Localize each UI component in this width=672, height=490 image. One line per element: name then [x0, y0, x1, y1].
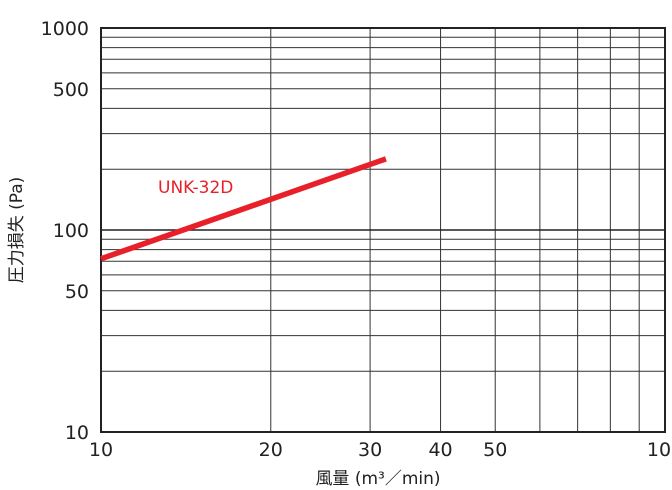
x-tick-label: 40 [428, 439, 452, 461]
y-tick-labels: 10 50 100 500 1000 [41, 18, 89, 444]
series-layer: UNK-32D [100, 156, 387, 262]
y-axis-title: 圧力損失 (Pa) [7, 177, 27, 284]
series-label: UNK-32D [158, 178, 233, 198]
y-tick-label: 50 [65, 281, 89, 303]
y-tick-label: 500 [53, 79, 89, 101]
y-tick-label: 1000 [41, 18, 89, 40]
plot-frame [100, 27, 666, 433]
x-axis-title: 風量 (m³／min) [315, 469, 440, 489]
series-line [100, 156, 387, 262]
x-tick-label: 50 [483, 439, 507, 461]
x-tick-labels: 10 20 30 40 50 100 [89, 439, 672, 461]
x-tick-label: 10 [89, 439, 113, 461]
y-tick-label: 100 [53, 220, 89, 242]
y-tick-label: 10 [65, 422, 89, 444]
grid-minor-lines [101, 28, 665, 432]
x-tick-label: 30 [358, 439, 382, 461]
x-tick-label: 20 [259, 439, 283, 461]
x-tick-label: 100 [647, 439, 672, 461]
